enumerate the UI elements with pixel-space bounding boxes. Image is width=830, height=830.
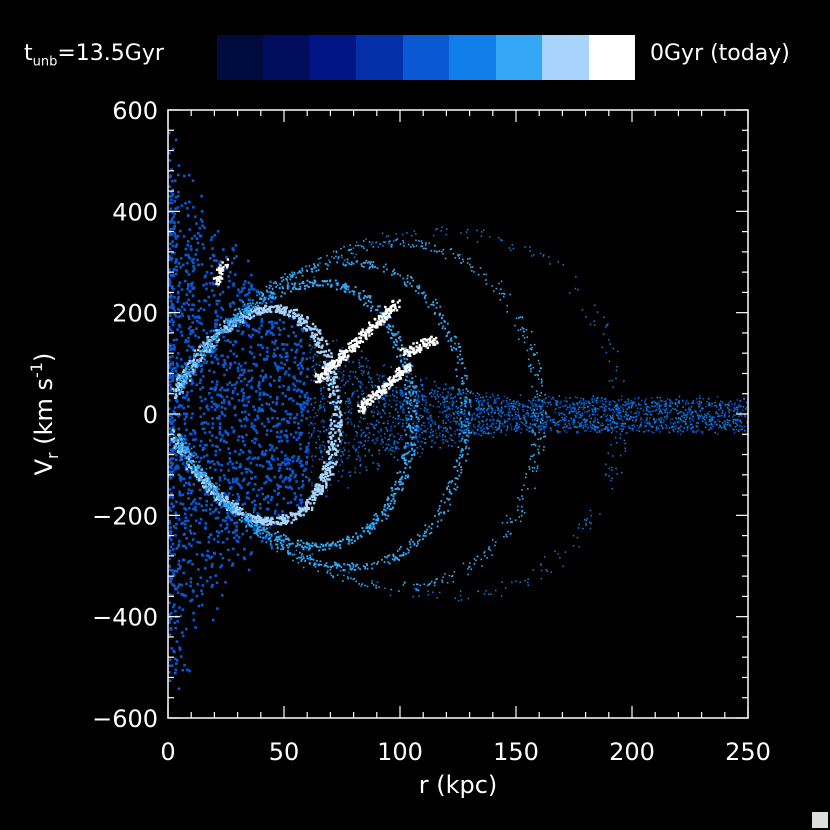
x-tick-label: 0 bbox=[160, 738, 175, 766]
colorbar-right-label: 0Gyr (today) bbox=[650, 41, 790, 66]
colorbar-swatch bbox=[588, 35, 635, 80]
colorbar-swatch bbox=[542, 35, 589, 80]
y-tick-label: 400 bbox=[112, 198, 158, 226]
y-tick-label: −400 bbox=[92, 604, 158, 632]
resize-grip-icon[interactable] bbox=[812, 812, 828, 828]
x-tick-label: 100 bbox=[377, 738, 423, 766]
x-tick-label: 200 bbox=[609, 738, 655, 766]
colorbar-swatch bbox=[449, 35, 496, 80]
axis-ticks bbox=[167, 109, 749, 719]
colorbar bbox=[217, 35, 635, 80]
x-axis-label: r (kpc) bbox=[419, 771, 498, 799]
colorbar-swatch bbox=[263, 35, 310, 80]
tick-labels: 0 50 100 150 200 250 −600 −400 −200 0 200 400 600 bbox=[92, 97, 771, 766]
colorbar-swatch bbox=[309, 35, 357, 80]
colorbar-swatch bbox=[402, 35, 450, 80]
y-axis-label: Vr (km s-1) bbox=[27, 353, 62, 476]
colorbar-swatch bbox=[495, 35, 543, 80]
colorbar-swatch bbox=[356, 35, 403, 80]
colorbar-left-label: tunb=13.5Gyr bbox=[24, 41, 164, 70]
y-tick-label: 0 bbox=[143, 401, 158, 429]
scatter-points bbox=[168, 131, 748, 691]
x-tick-label: 50 bbox=[269, 738, 300, 766]
x-tick-label: 250 bbox=[725, 738, 771, 766]
colorbar-swatch bbox=[217, 35, 264, 80]
x-tick-label: 150 bbox=[493, 738, 539, 766]
y-tick-label: −200 bbox=[92, 502, 158, 530]
y-tick-label: −600 bbox=[92, 705, 158, 733]
y-tick-label: 600 bbox=[112, 97, 158, 125]
y-tick-label: 200 bbox=[112, 300, 158, 328]
